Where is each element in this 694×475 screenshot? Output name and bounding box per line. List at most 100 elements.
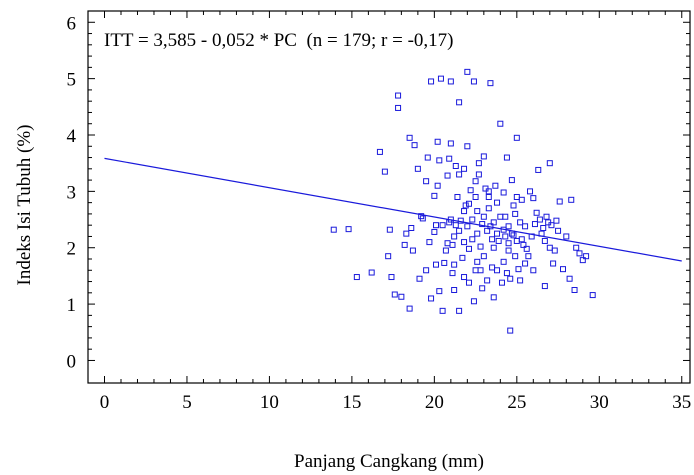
data-point — [451, 287, 458, 293]
axis-ticks: 0 5 10 15 20 25 30 35 0 1 2 3 4 5 6 — [67, 11, 691, 413]
data-point — [485, 188, 492, 195]
data-point — [487, 223, 494, 230]
data-point — [541, 237, 548, 244]
data-point — [368, 269, 375, 276]
data-point — [484, 277, 491, 284]
data-point — [555, 227, 562, 234]
data-point — [446, 155, 453, 162]
data-point — [512, 253, 519, 260]
data-point — [456, 307, 463, 314]
data-point — [447, 78, 454, 85]
plot-frame — [87, 10, 691, 384]
data-point — [573, 244, 580, 251]
data-point — [408, 225, 415, 231]
data-point — [409, 247, 416, 254]
data-point — [474, 258, 481, 265]
data-point — [444, 240, 451, 247]
data-point — [472, 267, 479, 274]
data-point — [465, 245, 472, 252]
data-point — [449, 270, 456, 277]
data-point — [477, 243, 484, 250]
data-point — [527, 188, 534, 195]
data-point — [480, 213, 487, 220]
data-point — [467, 187, 474, 194]
x-tick-label: 25 — [507, 392, 526, 413]
data-point — [551, 247, 558, 254]
x-tick-label: 5 — [182, 392, 192, 413]
data-point — [510, 232, 517, 239]
data-point — [490, 244, 497, 251]
data-point — [446, 219, 453, 226]
data-point — [475, 171, 482, 178]
data-point — [513, 134, 520, 141]
data-point — [480, 253, 487, 260]
data-point — [465, 279, 472, 286]
data-point — [472, 178, 479, 185]
data-point — [469, 216, 476, 223]
data-point — [525, 253, 532, 260]
data-point — [512, 210, 519, 217]
data-point — [406, 305, 413, 312]
data-point — [485, 205, 492, 212]
data-point — [556, 198, 563, 205]
data-point — [541, 283, 548, 290]
data-point — [459, 254, 466, 261]
data-point — [454, 194, 461, 200]
data-point — [495, 237, 502, 244]
data-point — [553, 217, 560, 224]
data-point — [576, 250, 583, 257]
data-point — [479, 285, 486, 292]
data-point — [563, 233, 570, 240]
data-points — [330, 68, 596, 334]
x-tick-label: 35 — [672, 392, 691, 413]
data-point — [456, 227, 463, 234]
data-point — [503, 154, 510, 161]
data-point — [492, 182, 499, 189]
data-point — [464, 143, 471, 150]
data-point — [470, 298, 477, 305]
data-point — [546, 160, 553, 167]
data-point — [436, 157, 443, 164]
data-point — [388, 274, 395, 281]
x-tick-label: 30 — [590, 392, 609, 413]
data-point — [395, 92, 402, 99]
data-point — [461, 165, 468, 172]
data-point — [490, 294, 497, 301]
data-point — [461, 274, 468, 281]
data-point — [589, 292, 596, 299]
data-point — [489, 264, 496, 271]
data-point — [507, 327, 514, 334]
data-point — [503, 270, 510, 277]
data-point — [428, 78, 435, 85]
data-point — [500, 189, 507, 196]
data-point — [424, 154, 431, 161]
data-point — [566, 275, 573, 282]
data-point — [385, 253, 392, 260]
data-point — [439, 307, 446, 314]
data-point — [498, 279, 505, 286]
y-tick-label: 0 — [67, 351, 77, 372]
x-axis-label: Panjang Cangkang (mm) — [294, 451, 484, 472]
regression-annotation: ITT = 3,585 - 0,052 * PC (n = 179; r = -… — [104, 30, 454, 51]
data-point — [508, 177, 515, 184]
data-point — [441, 259, 448, 266]
regression-line — [104, 157, 682, 262]
data-point — [419, 215, 426, 222]
data-point — [423, 178, 430, 185]
data-point — [536, 216, 543, 223]
data-point — [502, 233, 509, 240]
data-point — [423, 267, 430, 274]
data-point — [485, 194, 492, 200]
data-point — [434, 182, 441, 189]
data-point — [452, 222, 459, 229]
data-point — [571, 287, 578, 293]
data-point — [560, 266, 567, 273]
data-point — [451, 233, 458, 240]
data-point — [583, 253, 590, 260]
data-point — [434, 138, 441, 145]
data-point — [480, 153, 487, 160]
data-point — [568, 196, 575, 203]
data-point — [518, 196, 525, 203]
data-point — [505, 223, 512, 230]
